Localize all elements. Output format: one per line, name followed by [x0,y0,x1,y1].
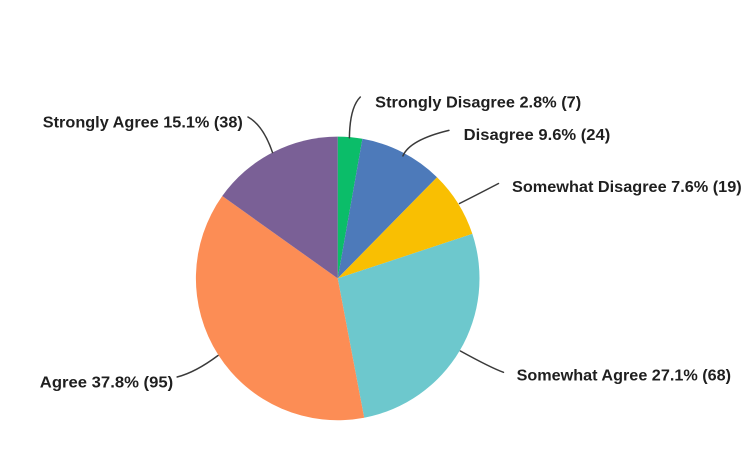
svg-text:Somewhat Disagree 7.6% (19): Somewhat Disagree 7.6% (19) [512,179,742,196]
svg-text:Strongly Agree 15.1% (38): Strongly Agree 15.1% (38) [43,115,243,132]
svg-text:Strongly Disagree 2.8% (7): Strongly Disagree 2.8% (7) [375,94,581,111]
svg-text:Agree 37.8% (95): Agree 37.8% (95) [40,374,173,391]
svg-text:Disagree 9.6% (24): Disagree 9.6% (24) [464,127,611,144]
svg-text:Somewhat Agree 27.1% (68): Somewhat Agree 27.1% (68) [517,368,731,385]
